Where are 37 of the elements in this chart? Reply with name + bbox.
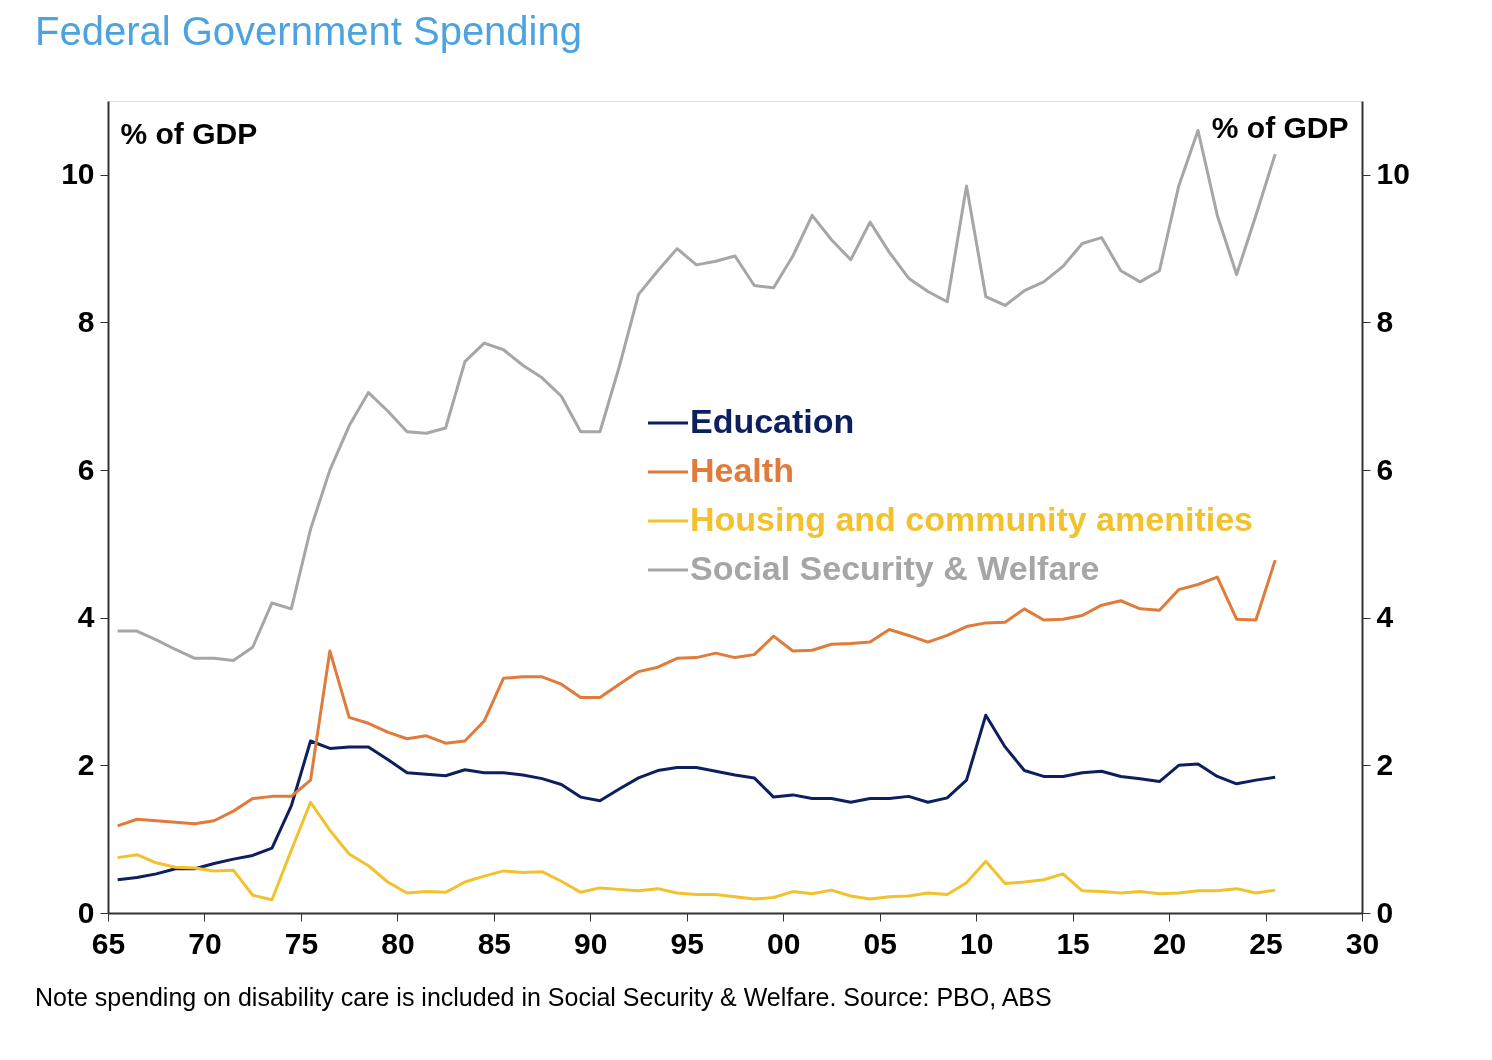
line-series xyxy=(116,558,1277,828)
y2-tick-label: 10 xyxy=(1376,157,1410,191)
y-tick-label: 8 xyxy=(77,304,95,338)
x-tick-label: 25 xyxy=(1249,926,1283,960)
x-tick-label: 10 xyxy=(959,926,994,960)
chart-title: Federal Government Spending xyxy=(35,9,582,53)
x-tick-label: 20 xyxy=(1152,926,1187,960)
x-tick-label: 85 xyxy=(477,926,512,960)
y2-axis-title: % of GDP xyxy=(1211,110,1349,144)
x-tick-label: 65 xyxy=(91,926,126,960)
y-tick-label: 6 xyxy=(77,452,95,486)
legend-label: Education xyxy=(690,402,855,440)
y2-tick-label: 8 xyxy=(1376,304,1394,338)
y2-tick-label: 2 xyxy=(1376,747,1394,781)
y-axis-title: % of GDP xyxy=(120,116,258,150)
x-tick-label: 70 xyxy=(188,926,222,960)
line-series xyxy=(116,713,1277,882)
x-tick-label: 75 xyxy=(284,926,319,960)
legend-label: Health xyxy=(690,451,794,489)
y2-tick-label: 6 xyxy=(1376,452,1394,486)
y2-tick-label: 4 xyxy=(1376,600,1394,634)
line-series xyxy=(116,800,1277,902)
y2-tick-label: 0 xyxy=(1376,895,1394,929)
y-tick-label: 2 xyxy=(77,747,95,781)
x-tick-label: 90 xyxy=(574,926,608,960)
y-tick-label: 10 xyxy=(61,157,95,191)
text: Note spending on disability care is included in Social Security & Welfare. Source: PBO, ABS xyxy=(35,983,1052,1011)
x-tick-label: 30 xyxy=(1345,926,1380,960)
y-tick-label: 4 xyxy=(77,600,95,634)
x-tick-label: 05 xyxy=(863,926,897,960)
x-tick-label: 00 xyxy=(767,926,801,960)
x-tick-label: 95 xyxy=(670,926,704,960)
x-tick-label: 80 xyxy=(381,926,415,960)
legend-label: Housing and community amenities xyxy=(690,500,1253,538)
x-tick-label: 15 xyxy=(1056,926,1090,960)
y-tick-label: 0 xyxy=(77,895,95,929)
legend-label: Social Security & Welfare xyxy=(690,549,1100,587)
